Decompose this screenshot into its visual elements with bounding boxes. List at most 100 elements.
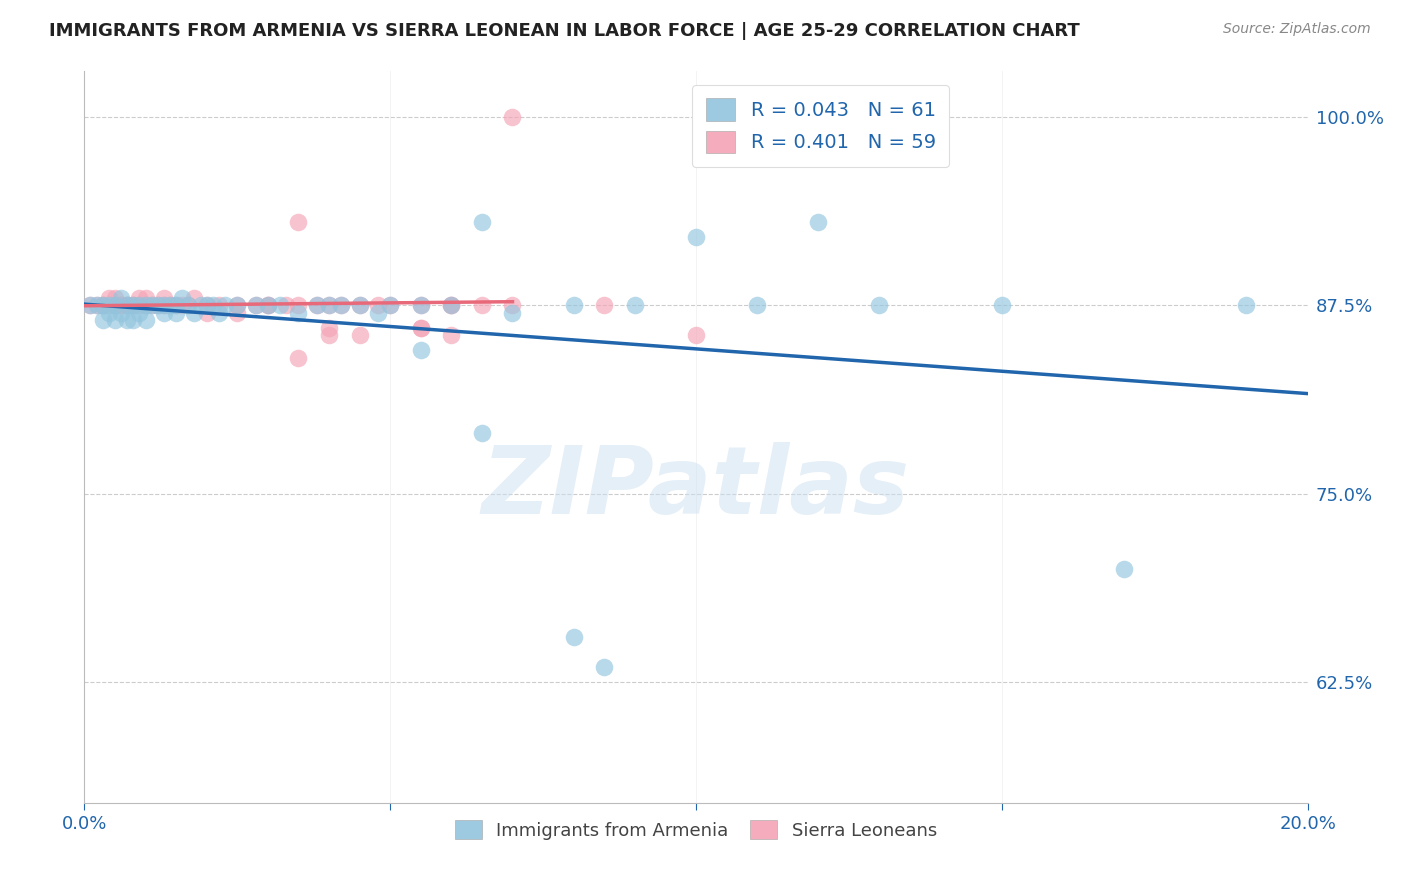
Point <box>135 313 157 327</box>
Point <box>226 298 249 312</box>
Point <box>318 320 340 334</box>
Point <box>380 298 402 312</box>
Point <box>208 298 231 312</box>
Point <box>91 313 114 327</box>
Point <box>330 298 353 312</box>
Text: Source: ZipAtlas.com: Source: ZipAtlas.com <box>1223 22 1371 37</box>
Point <box>135 291 157 305</box>
Point <box>471 298 494 312</box>
Point <box>201 298 224 312</box>
Point <box>115 298 138 312</box>
Point <box>409 320 432 334</box>
Point <box>135 298 157 312</box>
Point <box>177 298 200 312</box>
Point <box>115 298 138 312</box>
Point <box>269 298 291 312</box>
Point <box>349 328 371 343</box>
Point <box>991 298 1014 312</box>
Point <box>97 306 120 320</box>
Point <box>440 298 463 312</box>
Point <box>318 298 340 312</box>
Point <box>122 298 145 312</box>
Point <box>367 306 389 320</box>
Point <box>190 298 212 312</box>
Point <box>115 313 138 327</box>
Point <box>172 291 194 305</box>
Point <box>177 298 200 312</box>
Point <box>146 298 169 312</box>
Point <box>97 298 120 312</box>
Text: ZIPatlas: ZIPatlas <box>482 442 910 534</box>
Point <box>183 306 205 320</box>
Point <box>110 306 132 320</box>
Point <box>367 298 389 312</box>
Point <box>159 298 181 312</box>
Point <box>195 306 218 320</box>
Point <box>86 298 108 312</box>
Point <box>562 630 585 644</box>
Point <box>1236 298 1258 312</box>
Point <box>226 306 249 320</box>
Point <box>257 298 280 312</box>
Point <box>276 298 298 312</box>
Point <box>104 291 127 305</box>
Point <box>97 291 120 305</box>
Point <box>122 298 145 312</box>
Point <box>287 298 309 312</box>
Point <box>110 298 132 312</box>
Point <box>502 298 524 312</box>
Point <box>318 328 340 343</box>
Point <box>153 298 176 312</box>
Point <box>245 298 267 312</box>
Point <box>287 351 309 365</box>
Point <box>624 298 647 312</box>
Point <box>165 298 187 312</box>
Point <box>409 298 432 312</box>
Point <box>183 291 205 305</box>
Point <box>135 298 157 312</box>
Point <box>1114 562 1136 576</box>
Point <box>869 298 891 312</box>
Point <box>97 298 120 312</box>
Point <box>257 298 280 312</box>
Point <box>380 298 402 312</box>
Point <box>471 426 494 441</box>
Point <box>91 298 114 312</box>
Point <box>159 298 181 312</box>
Point <box>287 215 309 229</box>
Point <box>245 298 267 312</box>
Point <box>104 298 127 312</box>
Text: IMMIGRANTS FROM ARMENIA VS SIERRA LEONEAN IN LABOR FORCE | AGE 25-29 CORRELATION: IMMIGRANTS FROM ARMENIA VS SIERRA LEONEA… <box>49 22 1080 40</box>
Point <box>685 230 707 244</box>
Point <box>141 298 163 312</box>
Point <box>593 660 616 674</box>
Point <box>153 306 176 320</box>
Point <box>141 298 163 312</box>
Point <box>685 328 707 343</box>
Point <box>153 291 176 305</box>
Point <box>153 298 176 312</box>
Point <box>562 298 585 312</box>
Point <box>128 298 150 312</box>
Point <box>165 306 187 320</box>
Point <box>318 298 340 312</box>
Point <box>471 215 494 229</box>
Point <box>502 306 524 320</box>
Point <box>104 313 127 327</box>
Point <box>122 298 145 312</box>
Point <box>409 320 432 334</box>
Point <box>409 298 432 312</box>
Point <box>257 298 280 312</box>
Point <box>122 313 145 327</box>
Point <box>502 110 524 124</box>
Point <box>349 298 371 312</box>
Point <box>79 298 101 312</box>
Point <box>440 298 463 312</box>
Point <box>110 291 132 305</box>
Point <box>409 343 432 358</box>
Point <box>593 298 616 312</box>
Point <box>195 298 218 312</box>
Point <box>195 298 218 312</box>
Point <box>747 298 769 312</box>
Point <box>305 298 328 312</box>
